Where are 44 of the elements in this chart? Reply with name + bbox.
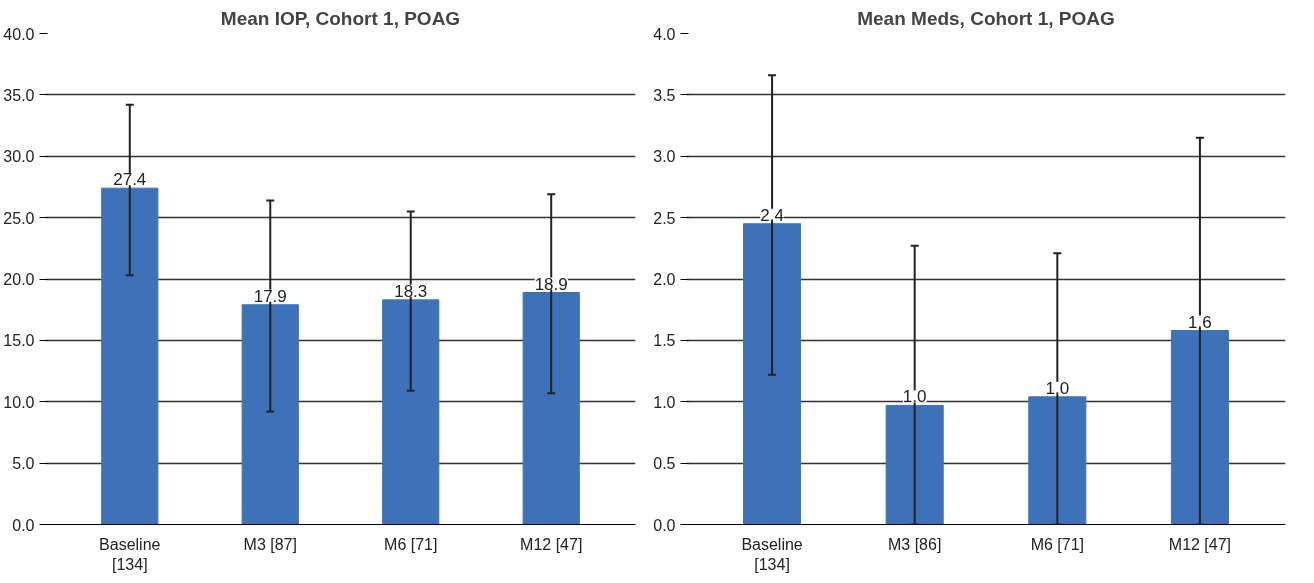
- y-tick-label: 20.0: [3, 271, 35, 288]
- bar: [1028, 396, 1087, 525]
- bar: [1170, 330, 1229, 525]
- x-tick-label: M6 [71]: [384, 535, 438, 553]
- x-tick-label: M12 [47]: [1168, 535, 1232, 553]
- y-tick-label: 1.5: [653, 332, 676, 350]
- y-tick-label: 2.0: [653, 271, 676, 288]
- x-tick-label: Baseline [134]: [741, 535, 803, 573]
- x-tick-label: Baseline [134]: [99, 535, 161, 573]
- x-tick-label: M3 [86]: [888, 535, 942, 553]
- y-tick-label: 40.0: [3, 25, 35, 43]
- y-tick-label: 5.0: [12, 455, 35, 473]
- y-tick-label: 4.0: [653, 25, 676, 43]
- y-tick-label: 0.0: [653, 516, 676, 534]
- data-label: 2.4: [760, 205, 784, 225]
- y-tick-label: 35.0: [3, 86, 35, 104]
- bar: [743, 223, 802, 525]
- data-label: 1.0: [902, 387, 927, 407]
- bar: [241, 304, 299, 525]
- y-tick-label: 15.0: [3, 332, 35, 350]
- data-label: 1.6: [1188, 312, 1212, 332]
- bar: [522, 292, 580, 525]
- bar: [382, 299, 440, 525]
- y-tick-label: 1.0: [653, 393, 676, 411]
- y-tick-label: 10.0: [3, 393, 35, 411]
- x-tick-label: M6 [71]: [1030, 535, 1084, 553]
- y-tick-label: 3.5: [653, 86, 676, 104]
- y-tick-label: 30.0: [3, 148, 35, 166]
- data-label: 27.4: [113, 170, 147, 190]
- bar: [101, 187, 159, 525]
- y-tick-label: 2.5: [653, 209, 676, 227]
- chart-title: Mean Meds, Cohort 1, POAG: [857, 7, 1115, 29]
- data-label: 18.9: [534, 274, 568, 294]
- chart-title: Mean IOP, Cohort 1, POAG: [220, 7, 461, 29]
- y-tick-label: 0.0: [12, 516, 35, 534]
- data-label: 18.3: [394, 281, 428, 301]
- x-tick-label: M12 [47]: [520, 535, 583, 553]
- y-tick-label: 0.5: [653, 455, 676, 473]
- data-label: 17.9: [253, 286, 287, 306]
- y-tick-label: 25.0: [3, 209, 35, 227]
- data-label: 1.0: [1045, 378, 1070, 398]
- bar: [885, 404, 944, 525]
- y-tick-label: 3.0: [653, 148, 676, 166]
- x-tick-label: M3 [87]: [243, 535, 297, 553]
